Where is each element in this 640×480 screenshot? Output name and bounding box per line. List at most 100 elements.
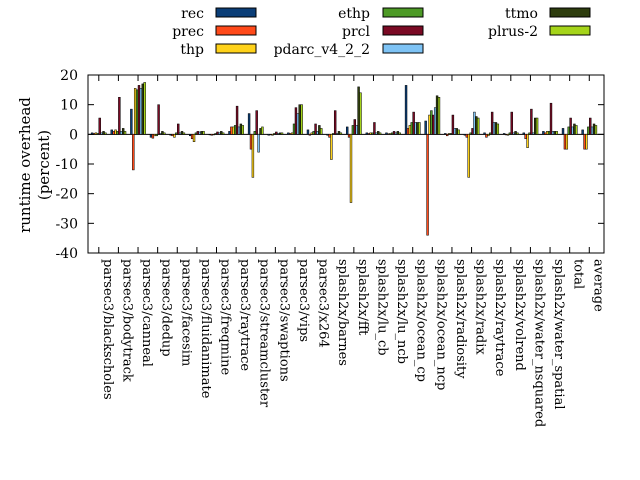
bar-thp-13 <box>349 134 353 203</box>
bar-prcl-11 <box>314 123 317 135</box>
bar-prcl-0 <box>98 117 101 135</box>
legend-label-rec: rec <box>181 6 204 22</box>
bar-rec-11 <box>306 129 310 135</box>
x-axis: parsec3/blackscholes parsec3/bodytrack par… <box>100 259 605 427</box>
bar-ttmo-21 <box>514 131 517 135</box>
bar-prec-0 <box>92 133 96 135</box>
bar-ttmo-25 <box>592 123 596 135</box>
bar-ttmo-11 <box>318 125 321 135</box>
y-tick-label: -30 <box>55 216 78 232</box>
bar-pdarc_v4_2_2-17 <box>433 107 437 135</box>
bar-ethp-19 <box>469 132 472 135</box>
x-tick-label: splash2x/barnes <box>335 259 350 366</box>
bar-ethp-18 <box>449 133 453 135</box>
x-tick-label: parsec3/fluidanimate <box>198 259 213 399</box>
bar-rec-19 <box>463 134 467 136</box>
bar-thp-25 <box>585 134 588 150</box>
bar-pdarc_v4_2_2-10 <box>296 113 300 135</box>
y-tick-label: 20 <box>60 68 78 84</box>
bar-prcl-4 <box>177 123 180 135</box>
bar-plrus-2-17 <box>437 97 441 135</box>
x-tick-label: splash2x/fft <box>355 259 370 336</box>
bar-pdarc_v4_2_2-15 <box>394 132 398 135</box>
bar-ethp-0 <box>96 133 100 135</box>
bar-prec-23 <box>544 132 547 135</box>
bar-pdarc_v4_2_2-11 <box>316 131 319 135</box>
bar-prcl-12 <box>333 110 337 135</box>
bar-ttmo-2 <box>141 83 144 135</box>
bar-pdarc_v4_2_2-18 <box>453 128 457 135</box>
bar-rec-23 <box>542 131 545 135</box>
legend-swatch-plrus-2 <box>549 25 591 36</box>
x-tick-label: splash2x/radiosity <box>453 259 468 379</box>
bar-prcl-15 <box>392 131 396 135</box>
bar-ttmo-20 <box>494 122 498 135</box>
bar-ttmo-23 <box>553 131 556 135</box>
bar-pdarc_v4_2_2-6 <box>218 132 221 135</box>
bar-pdarc_v4_2_2-12 <box>335 133 339 135</box>
bar-rec-10 <box>287 132 290 135</box>
bar-prcl-18 <box>451 114 455 135</box>
bar-prec-17 <box>426 134 429 236</box>
bar-plrus-2-19 <box>477 117 480 135</box>
bar-ethp-4 <box>175 132 178 135</box>
bar-prec-14 <box>367 133 370 135</box>
bar-rec-9 <box>267 134 270 136</box>
bar-pdarc_v4_2_2-23 <box>551 131 555 135</box>
bar-rec-3 <box>149 134 153 138</box>
bar-ethp-12 <box>332 133 335 135</box>
bar-thp-19 <box>467 134 470 178</box>
bar-prec-25 <box>583 134 586 150</box>
bar-rec-16 <box>404 85 408 135</box>
bar-ttmo-4 <box>180 131 184 135</box>
bar-pdarc_v4_2_2-9 <box>277 133 280 135</box>
bar-prcl-8 <box>255 110 258 135</box>
x-tick-label: average <box>590 259 605 312</box>
bar-ethp-10 <box>292 123 296 135</box>
bar-prcl-19 <box>471 128 474 135</box>
x-tick-label: parsec3/blackscholes <box>100 259 115 400</box>
bar-prcl-6 <box>216 131 219 135</box>
bar-prcl-5 <box>196 131 200 135</box>
bar-plrus-2-9 <box>280 132 284 135</box>
bar-ethp-23 <box>547 131 551 135</box>
bar-thp-11 <box>310 132 313 135</box>
bar-prec-13 <box>347 134 351 138</box>
x-tick-label: parsec3/canneal <box>139 259 154 367</box>
bar-prec-8 <box>249 134 253 150</box>
bar-prec-20 <box>485 134 488 138</box>
bar-thp-2 <box>133 88 137 135</box>
x-tick-label: splash2x/water_nsquared <box>531 259 546 427</box>
bar-prec-9 <box>269 134 272 136</box>
bar-plrus-2-3 <box>163 132 166 135</box>
bar-pdarc_v4_2_2-13 <box>355 125 358 135</box>
bar-rec-13 <box>346 126 349 135</box>
bar-prec-12 <box>328 134 331 138</box>
bar-ethp-21 <box>508 132 512 135</box>
bar-plrus-2-5 <box>202 131 205 135</box>
bar-thp-12 <box>330 134 333 160</box>
bar-rec-1 <box>110 129 113 135</box>
bar-thp-3 <box>153 134 157 137</box>
plot-frame <box>87 74 605 254</box>
bar-plrus-2-6 <box>221 132 225 135</box>
bar-rec-7 <box>228 131 231 135</box>
bar-plrus-2-25 <box>594 125 598 135</box>
bar-prcl-17 <box>432 114 435 135</box>
x-tick-label: parsec3/bodytrack <box>119 259 134 382</box>
bar-prec-4 <box>171 134 174 137</box>
x-tick-label: parsec3/vips <box>296 259 311 342</box>
bar-prcl-14 <box>373 122 376 135</box>
x-tick-label: splash2x/lu_cb <box>375 259 390 356</box>
bar-rec-17 <box>424 120 427 135</box>
bar-ttmo-7 <box>239 123 243 135</box>
bar-pdarc_v4_2_2-19 <box>473 111 476 135</box>
bar-ttmo-10 <box>298 104 301 135</box>
bar-pdarc_v4_2_2-8 <box>257 134 260 153</box>
bar-ttmo-1 <box>121 128 125 135</box>
legend-label-prcl: prcl <box>342 24 370 40</box>
bar-ethp-24 <box>567 126 570 135</box>
bar-thp-17 <box>428 114 431 135</box>
bar-ttmo-19 <box>475 116 478 135</box>
